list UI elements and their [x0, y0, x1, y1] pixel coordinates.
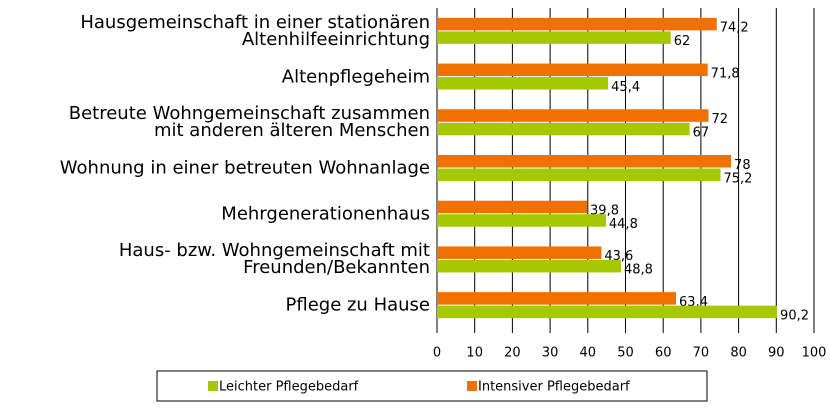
bar — [437, 214, 606, 227]
value-label: 90,2 — [780, 308, 809, 323]
x-tick-label: 30 — [542, 346, 559, 361]
value-label: 67 — [693, 126, 710, 141]
bar — [437, 200, 588, 214]
x-tick-label: 100 — [802, 346, 827, 361]
category-label: Altenpflegeheim — [281, 66, 430, 88]
category-label: Betreute Wohngemeinschaft zusammen mit a… — [68, 103, 430, 142]
value-label: 62 — [674, 34, 691, 49]
bar — [437, 305, 778, 319]
bar — [437, 63, 708, 77]
category-label: Mehrgenerationenhaus — [221, 203, 430, 225]
x-tick-label: 80 — [730, 346, 747, 361]
bar — [437, 259, 621, 273]
x-tick-label: 0 — [433, 346, 441, 361]
legend-label: Intensiver Pflegebedarf — [478, 380, 630, 395]
category-label: Hausgemeinschaft in einer stationären Al… — [80, 11, 430, 50]
x-tick-label: 70 — [693, 346, 710, 361]
x-tick-label: 90 — [768, 346, 785, 361]
value-label: 71,8 — [711, 66, 740, 81]
value-label: 78 — [734, 158, 751, 173]
bar — [437, 168, 721, 181]
value-label: 75,2 — [724, 171, 753, 186]
bar — [437, 292, 677, 305]
x-tick-label: 10 — [466, 346, 483, 361]
category-label: Wohnung in einer betreuten Wohnanlage — [59, 157, 430, 179]
value-label: 45,4 — [611, 80, 640, 95]
value-label: 44,8 — [609, 217, 638, 232]
x-tick-label: 60 — [655, 346, 672, 361]
category-label: Pflege zu Hause — [285, 294, 431, 316]
x-tick-label: 50 — [617, 346, 634, 361]
bar — [437, 246, 602, 259]
x-tick-label: 40 — [580, 346, 597, 361]
value-label: 74,2 — [720, 21, 749, 36]
bar — [437, 77, 609, 90]
bar — [437, 122, 690, 136]
bar — [437, 17, 717, 31]
x-tick-label: 20 — [504, 346, 521, 361]
legend-label: Leichter Pflegebedarf — [219, 380, 359, 395]
bar — [437, 31, 671, 44]
legend-swatch — [208, 381, 218, 391]
category-label: Haus- bzw. Wohngemeinschaft mit Freunden… — [118, 240, 430, 279]
bar — [437, 109, 709, 122]
legend-box — [156, 370, 708, 402]
value-label: 48,8 — [624, 263, 653, 278]
bar — [437, 155, 732, 168]
value-label: 72 — [711, 112, 728, 127]
legend-swatch — [467, 381, 477, 391]
